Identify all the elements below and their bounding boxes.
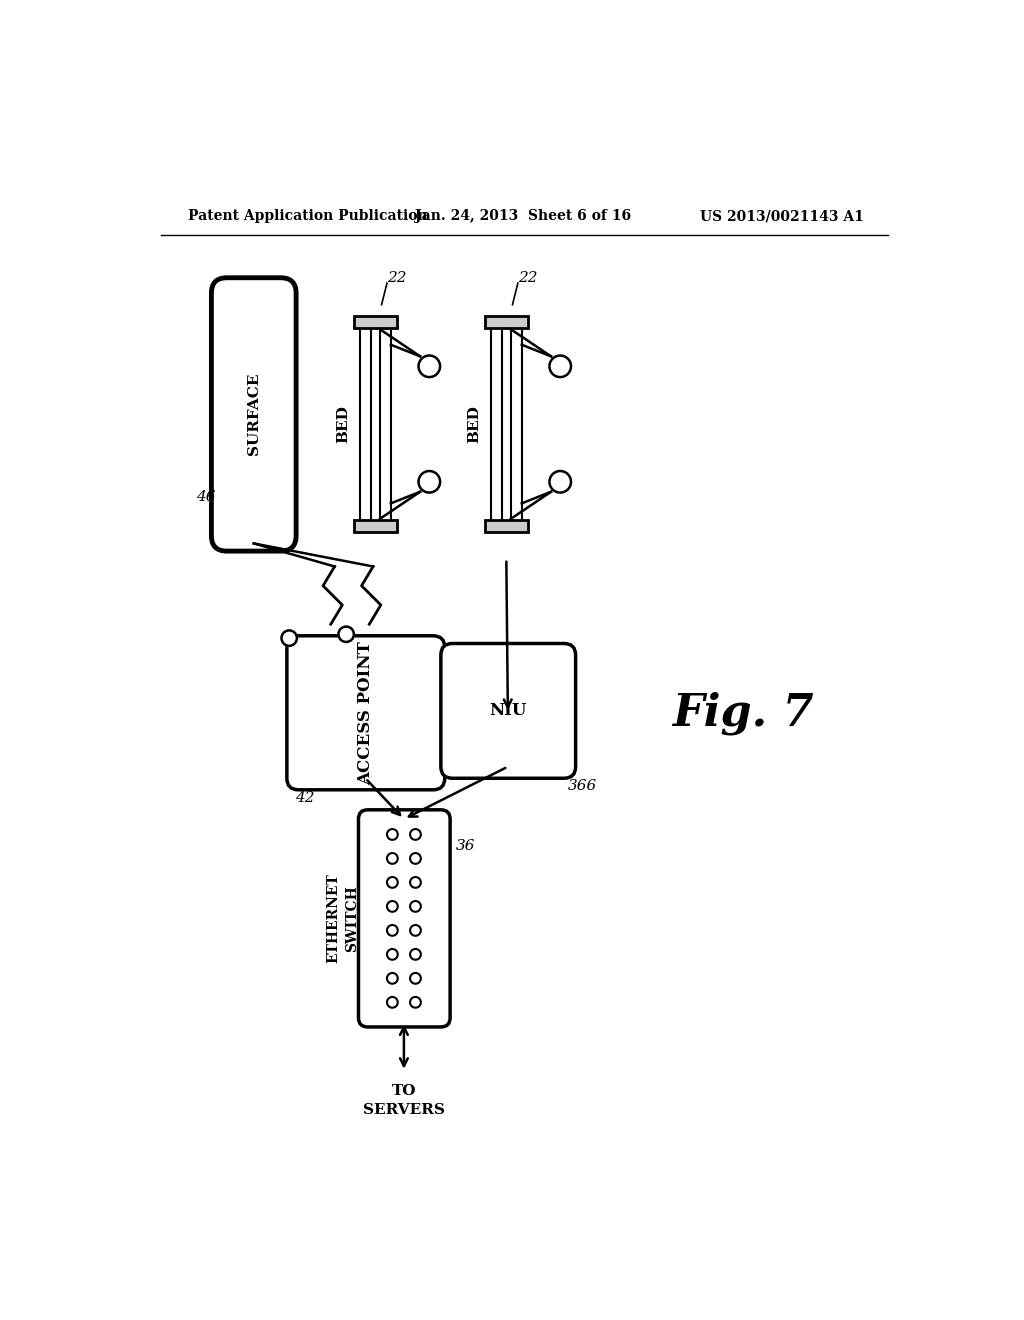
Circle shape [550,355,571,378]
Text: SURFACE: SURFACE [247,372,261,455]
Circle shape [339,627,354,642]
Circle shape [387,973,397,983]
Bar [490,326,502,521]
FancyBboxPatch shape [441,644,575,779]
Text: TO: TO [391,1084,416,1098]
Text: BED: BED [467,405,481,444]
FancyBboxPatch shape [211,277,296,552]
Text: US 2013/0021143 A1: US 2013/0021143 A1 [700,209,864,223]
Text: SERVERS: SERVERS [362,1104,444,1117]
Bar [484,520,528,532]
Text: 42: 42 [295,791,314,804]
Text: Patent Application Publication: Patent Application Publication [188,209,428,223]
Circle shape [410,925,421,936]
Bar [380,326,391,521]
Circle shape [410,973,421,983]
Circle shape [387,997,397,1007]
Bar [360,326,371,521]
Circle shape [282,631,297,645]
Circle shape [410,876,421,888]
Circle shape [410,949,421,960]
Circle shape [387,876,397,888]
Bar [354,520,397,532]
Circle shape [419,471,440,492]
Circle shape [387,949,397,960]
Circle shape [419,355,440,378]
Text: 22: 22 [387,271,407,285]
FancyBboxPatch shape [287,636,444,789]
Text: 366: 366 [568,779,597,793]
Circle shape [410,853,421,863]
Circle shape [550,471,571,492]
Text: 46: 46 [196,490,215,504]
Circle shape [410,902,421,912]
Text: ETHERNET: ETHERNET [326,874,340,964]
Text: Jan. 24, 2013  Sheet 6 of 16: Jan. 24, 2013 Sheet 6 of 16 [416,209,632,223]
FancyBboxPatch shape [358,810,451,1027]
Text: SWITCH: SWITCH [345,884,359,952]
Circle shape [410,829,421,840]
Circle shape [387,902,397,912]
Text: 36: 36 [457,840,476,853]
Circle shape [410,997,421,1007]
Bar [354,317,397,327]
Bar [511,326,521,521]
Text: NIU: NIU [489,702,526,719]
Text: ACCESS POINT: ACCESS POINT [357,642,374,784]
Text: BED: BED [336,405,350,444]
Text: Fig. 7: Fig. 7 [672,692,813,734]
Circle shape [387,925,397,936]
Bar [484,317,528,327]
Circle shape [387,829,397,840]
Text: 22: 22 [518,271,538,285]
Circle shape [387,853,397,863]
